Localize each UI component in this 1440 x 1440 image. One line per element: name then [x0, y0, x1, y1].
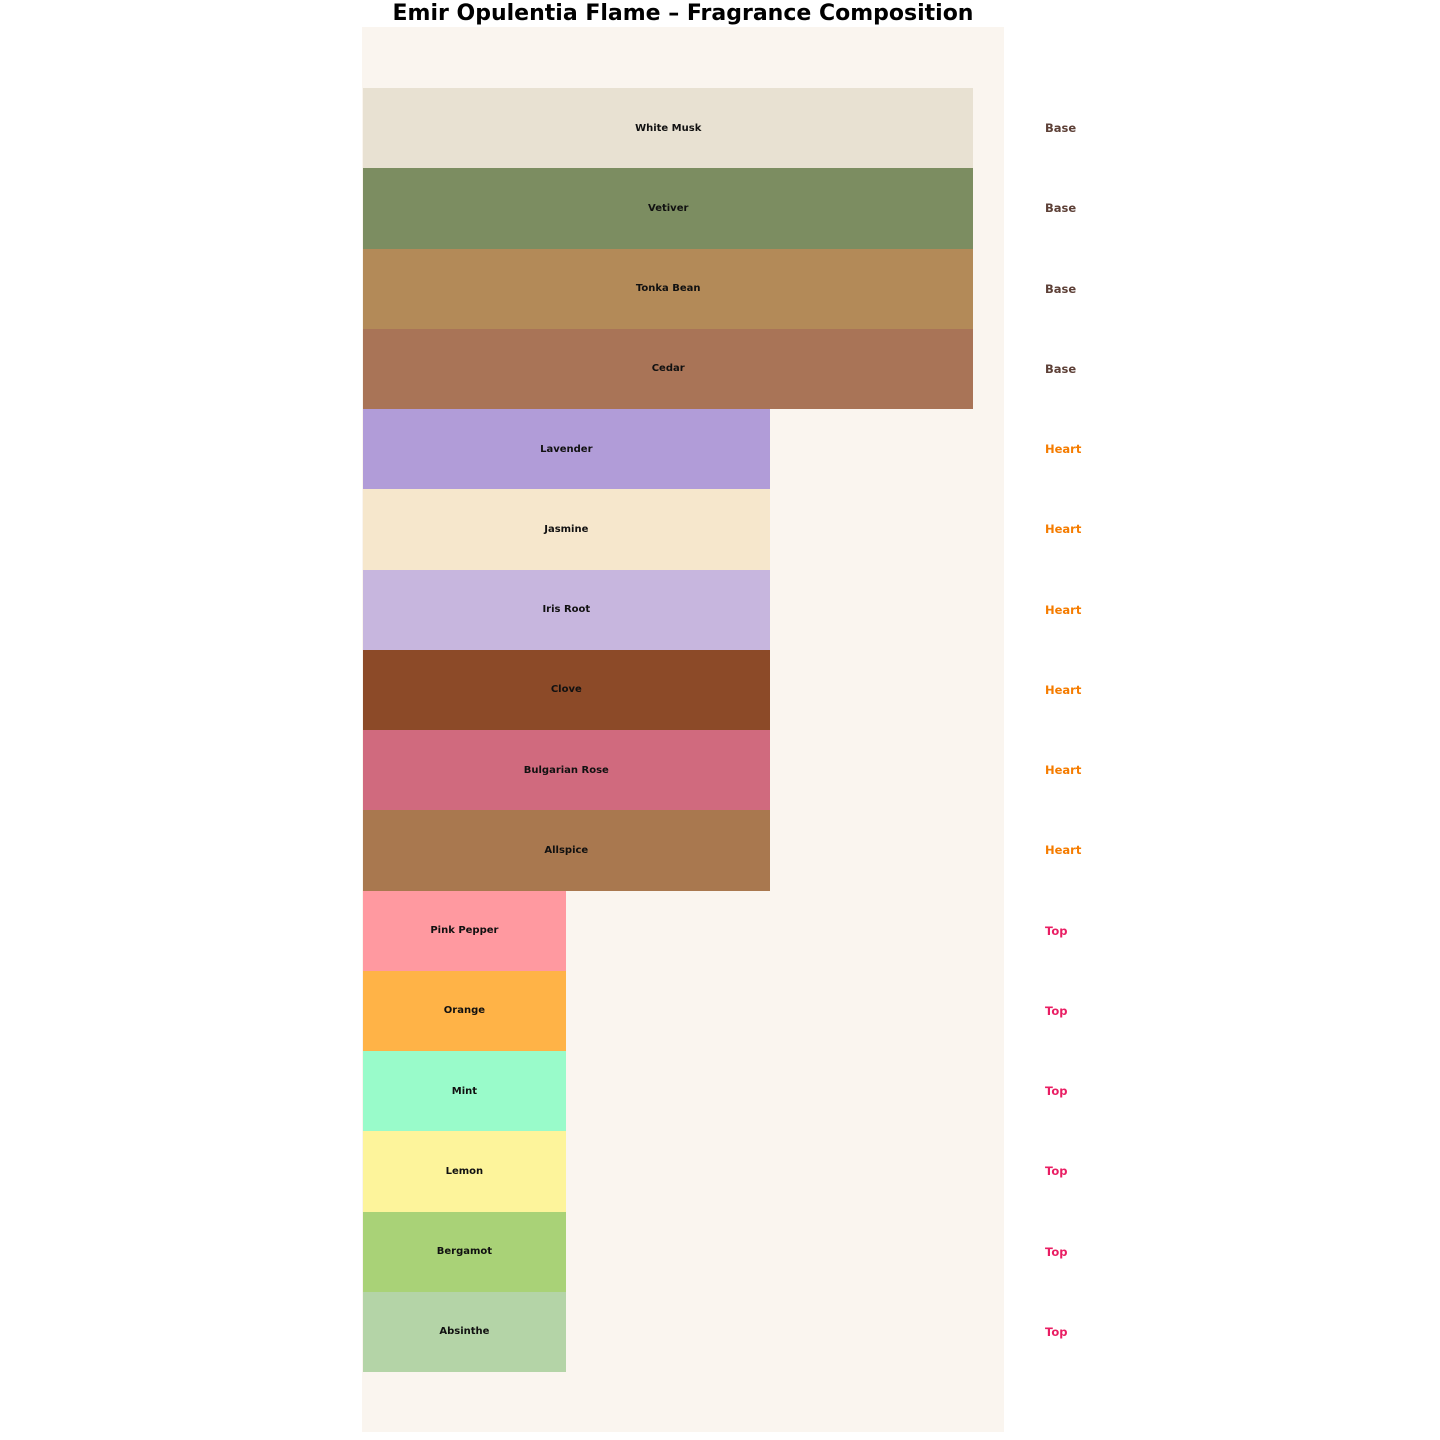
- bar-label-bulgarian-rose: Bulgarian Rose: [523, 764, 609, 776]
- bar-iris-root: Iris Root: [363, 569, 770, 650]
- tier-label-base-1: Base: [1045, 201, 1077, 216]
- bar-label-mint: Mint: [451, 1085, 478, 1097]
- bar-label-iris-root: Iris Root: [542, 604, 591, 616]
- bar-label-lavender: Lavender: [540, 443, 593, 455]
- bar-pink-pepper: Pink Pepper: [363, 890, 566, 971]
- bar-label-absinthe: Absinthe: [439, 1326, 490, 1338]
- bar-lemon: Lemon: [363, 1131, 566, 1212]
- plot-area: White Musk Vetiver Tonka Bean Cedar Lavender…: [362, 27, 1004, 1432]
- bar-orange: Orange: [363, 970, 566, 1051]
- bar-bulgarian-rose: Bulgarian Rose: [363, 730, 770, 811]
- tier-label-top-10: Top: [1045, 923, 1068, 938]
- bar-label-cedar: Cedar: [651, 363, 685, 375]
- bar-label-tonka-bean: Tonka Bean: [635, 283, 701, 295]
- tier-label-heart-6: Heart: [1045, 602, 1082, 617]
- tier-label-heart-8: Heart: [1045, 763, 1082, 778]
- bar-label-vetiver: Vetiver: [648, 202, 689, 214]
- tier-label-base-2: Base: [1045, 281, 1077, 296]
- bar-bergamot: Bergamot: [363, 1211, 566, 1292]
- tier-label-heart-5: Heart: [1045, 522, 1082, 537]
- bar-label-lemon: Lemon: [445, 1165, 484, 1177]
- bar-label-orange: Orange: [443, 1005, 486, 1017]
- bar-lavender: Lavender: [363, 409, 770, 490]
- tier-label-base-3: Base: [1045, 361, 1077, 376]
- chart-title: Emir Opulentia Flame – Fragrance Composi…: [392, 1, 974, 26]
- bar-tonka-bean: Tonka Bean: [363, 248, 974, 329]
- bar-allspice: Allspice: [363, 810, 770, 891]
- bar-absinthe: Absinthe: [363, 1291, 566, 1372]
- bar-white-musk: White Musk: [363, 88, 974, 169]
- tier-label-heart-4: Heart: [1045, 442, 1082, 457]
- bar-label-pink-pepper: Pink Pepper: [430, 925, 499, 937]
- tier-label-top-12: Top: [1045, 1084, 1068, 1099]
- tier-label-top-13: Top: [1045, 1164, 1068, 1179]
- bar-cedar: Cedar: [363, 328, 974, 409]
- tier-label-heart-7: Heart: [1045, 682, 1082, 697]
- bar-vetiver: Vetiver: [363, 168, 974, 249]
- tier-label-top-15: Top: [1045, 1324, 1068, 1339]
- tier-label-top-11: Top: [1045, 1003, 1068, 1018]
- tier-label-top-14: Top: [1045, 1244, 1068, 1259]
- tier-label-base-0: Base: [1045, 121, 1077, 136]
- bar-clove: Clove: [363, 649, 770, 730]
- bar-label-allspice: Allspice: [544, 844, 589, 856]
- bar-mint: Mint: [363, 1051, 566, 1132]
- bar-label-jasmine: Jasmine: [544, 523, 589, 535]
- tier-label-heart-9: Heart: [1045, 843, 1082, 858]
- bar-jasmine: Jasmine: [363, 489, 770, 570]
- bar-label-bergamot: Bergamot: [436, 1246, 493, 1258]
- bar-label-clove: Clove: [550, 684, 582, 696]
- bar-label-white-musk: White Musk: [635, 122, 702, 134]
